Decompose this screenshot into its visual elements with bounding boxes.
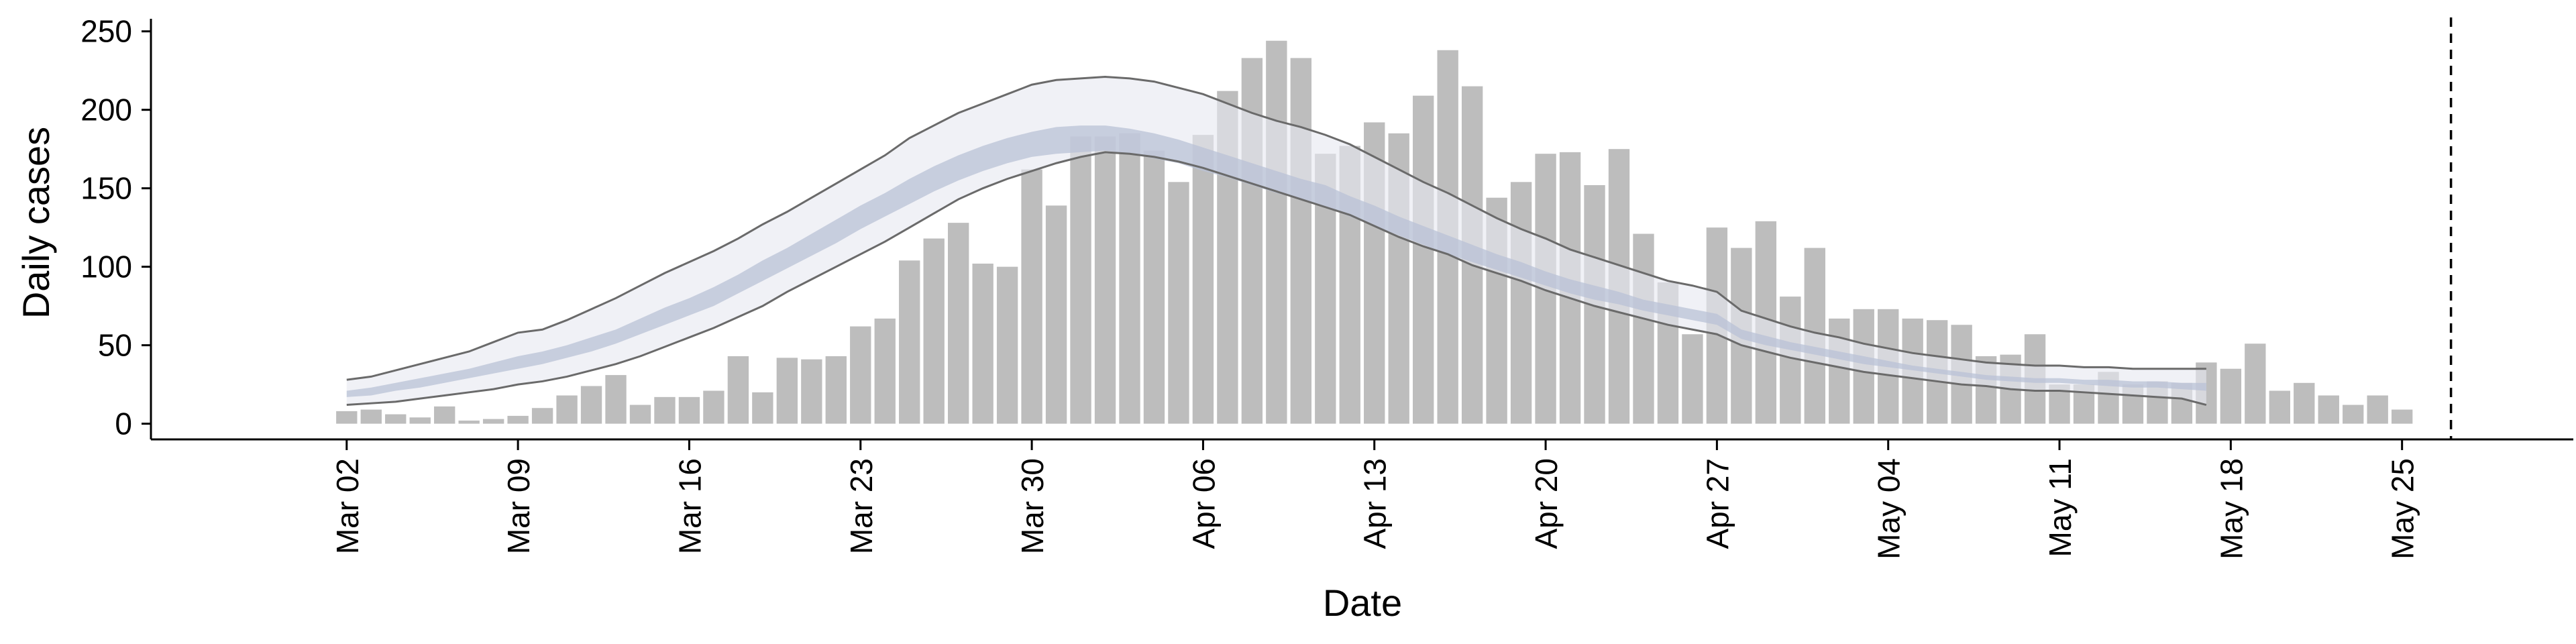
bar	[947, 223, 969, 424]
lower-bound-line	[346, 151, 2207, 407]
x-tick-label: Apr 27	[1700, 458, 1735, 549]
x-tick-label: May 11	[2043, 458, 2078, 557]
outer-interval-band	[346, 76, 2206, 405]
bar	[1045, 205, 1067, 424]
bar	[1021, 169, 1042, 424]
bar	[678, 396, 700, 424]
bar	[336, 411, 358, 424]
y-tick-label: 100	[80, 250, 132, 284]
bar	[556, 395, 578, 424]
bar	[2367, 395, 2388, 424]
bar	[1070, 136, 1091, 424]
y-tick-label: 0	[115, 407, 132, 441]
x-tick-label: Apr 20	[1529, 458, 1564, 549]
bar	[507, 415, 529, 424]
axes-layer: 0 50 100 150 200 250 Mar 02 Mar 09 Mar 16 Mar 23 M…	[80, 14, 2573, 559]
bar	[531, 408, 553, 424]
bar	[1094, 136, 1116, 424]
bar	[629, 405, 651, 424]
bar	[752, 392, 773, 424]
x-tick-label: Mar 02	[330, 458, 365, 554]
bar	[385, 414, 407, 424]
y-tick-label: 150	[80, 171, 132, 206]
y-axis-title: Daily cases	[15, 127, 57, 319]
bar	[458, 420, 480, 424]
bar	[1119, 133, 1140, 424]
bar	[850, 326, 871, 424]
bar	[1510, 182, 1532, 424]
x-tick-label: Apr 06	[1186, 458, 1221, 549]
upper-bound-line	[346, 76, 2206, 381]
bar	[360, 409, 382, 424]
bar	[1266, 40, 1287, 424]
bar	[2343, 405, 2364, 424]
bar	[2245, 343, 2266, 424]
bar	[1413, 95, 1434, 424]
bar	[434, 406, 455, 424]
bar	[1633, 233, 1654, 424]
bar	[801, 359, 822, 424]
bar	[605, 375, 627, 424]
bar	[2391, 409, 2413, 424]
bar	[482, 419, 504, 424]
bar	[2220, 368, 2242, 424]
x-tick-label: Mar 16	[672, 458, 707, 554]
bar	[899, 260, 920, 424]
bar	[972, 263, 994, 424]
x-tick-label: Apr 13	[1358, 458, 1393, 549]
x-tick-label: Mar 23	[844, 458, 879, 554]
bar	[1290, 58, 1311, 424]
bar	[996, 266, 1018, 424]
bar	[2269, 390, 2290, 424]
bar	[923, 238, 945, 424]
bar	[727, 356, 749, 424]
x-axis-title: Date	[1323, 582, 1402, 624]
bar	[2318, 395, 2339, 424]
bar	[703, 390, 724, 424]
y-tick-label: 50	[98, 328, 132, 363]
x-tick-label: Mar 09	[501, 458, 536, 554]
bar	[1143, 150, 1165, 424]
bar	[1682, 334, 1703, 424]
bar	[580, 386, 602, 424]
y-tick-label: 200	[80, 93, 132, 127]
model-layer	[346, 76, 2207, 407]
bar	[409, 417, 431, 424]
bar	[1168, 182, 1189, 424]
bar	[1829, 318, 1850, 424]
inner-interval-band	[346, 125, 2206, 397]
bar	[825, 356, 847, 424]
bar	[2294, 382, 2315, 424]
bar	[654, 396, 676, 424]
x-tick-label: May 04	[1872, 458, 1907, 559]
x-tick-label: Mar 30	[1015, 458, 1050, 554]
bar	[874, 318, 896, 424]
x-tick-label: May 25	[2385, 458, 2420, 559]
bar	[1192, 135, 1214, 424]
y-tick-label: 250	[80, 14, 132, 49]
bar	[776, 358, 798, 424]
x-tick-label: May 18	[2214, 458, 2249, 559]
